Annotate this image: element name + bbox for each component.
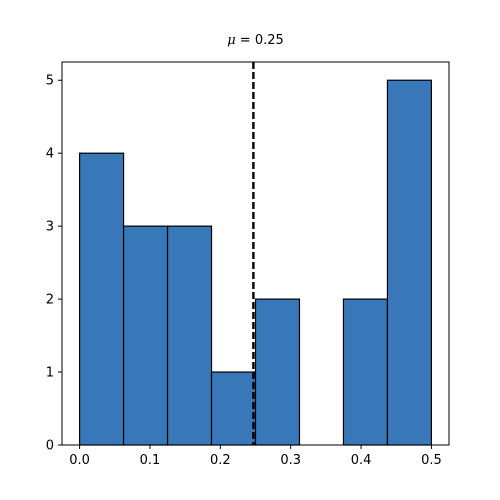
x-tick-label-1: 0.1	[140, 453, 161, 468]
histogram-bar-3	[210, 371, 257, 446]
y-tick-label-3: 3	[46, 220, 54, 235]
y-axis-ticks: 0 1 2 3 4 5	[46, 74, 62, 454]
y-tick-label-4: 4	[46, 147, 54, 162]
y-tick-label-5: 5	[46, 74, 54, 89]
y-tick-label-0: 0	[46, 439, 54, 454]
histogram-bar-7	[386, 79, 433, 446]
histogram-bar-2	[166, 225, 213, 446]
chart-title-symbol: μ	[227, 33, 235, 48]
x-tick-label-5: 0.5	[421, 453, 442, 468]
x-tick-label-2: 0.2	[210, 453, 231, 468]
chart-title: μ = 0.25	[227, 33, 284, 48]
histogram-bar-0	[78, 152, 125, 446]
x-tick-label-4: 0.4	[351, 453, 372, 468]
chart-title-rest: = 0.25	[236, 33, 284, 48]
y-tick-label-2: 2	[46, 293, 54, 308]
x-tick-label-3: 0.3	[280, 453, 301, 468]
y-tick-label-1: 1	[46, 366, 54, 381]
plot-frame	[61, 61, 450, 446]
histogram-bar-1	[122, 225, 169, 446]
histogram-bar-6	[342, 298, 389, 446]
histogram-bar-4	[254, 298, 301, 446]
x-axis-ticks: 0.0 0.1 0.2 0.3 0.4 0.5	[69, 445, 442, 468]
histogram-bars	[78, 79, 433, 446]
x-tick-label-0: 0.0	[69, 453, 90, 468]
